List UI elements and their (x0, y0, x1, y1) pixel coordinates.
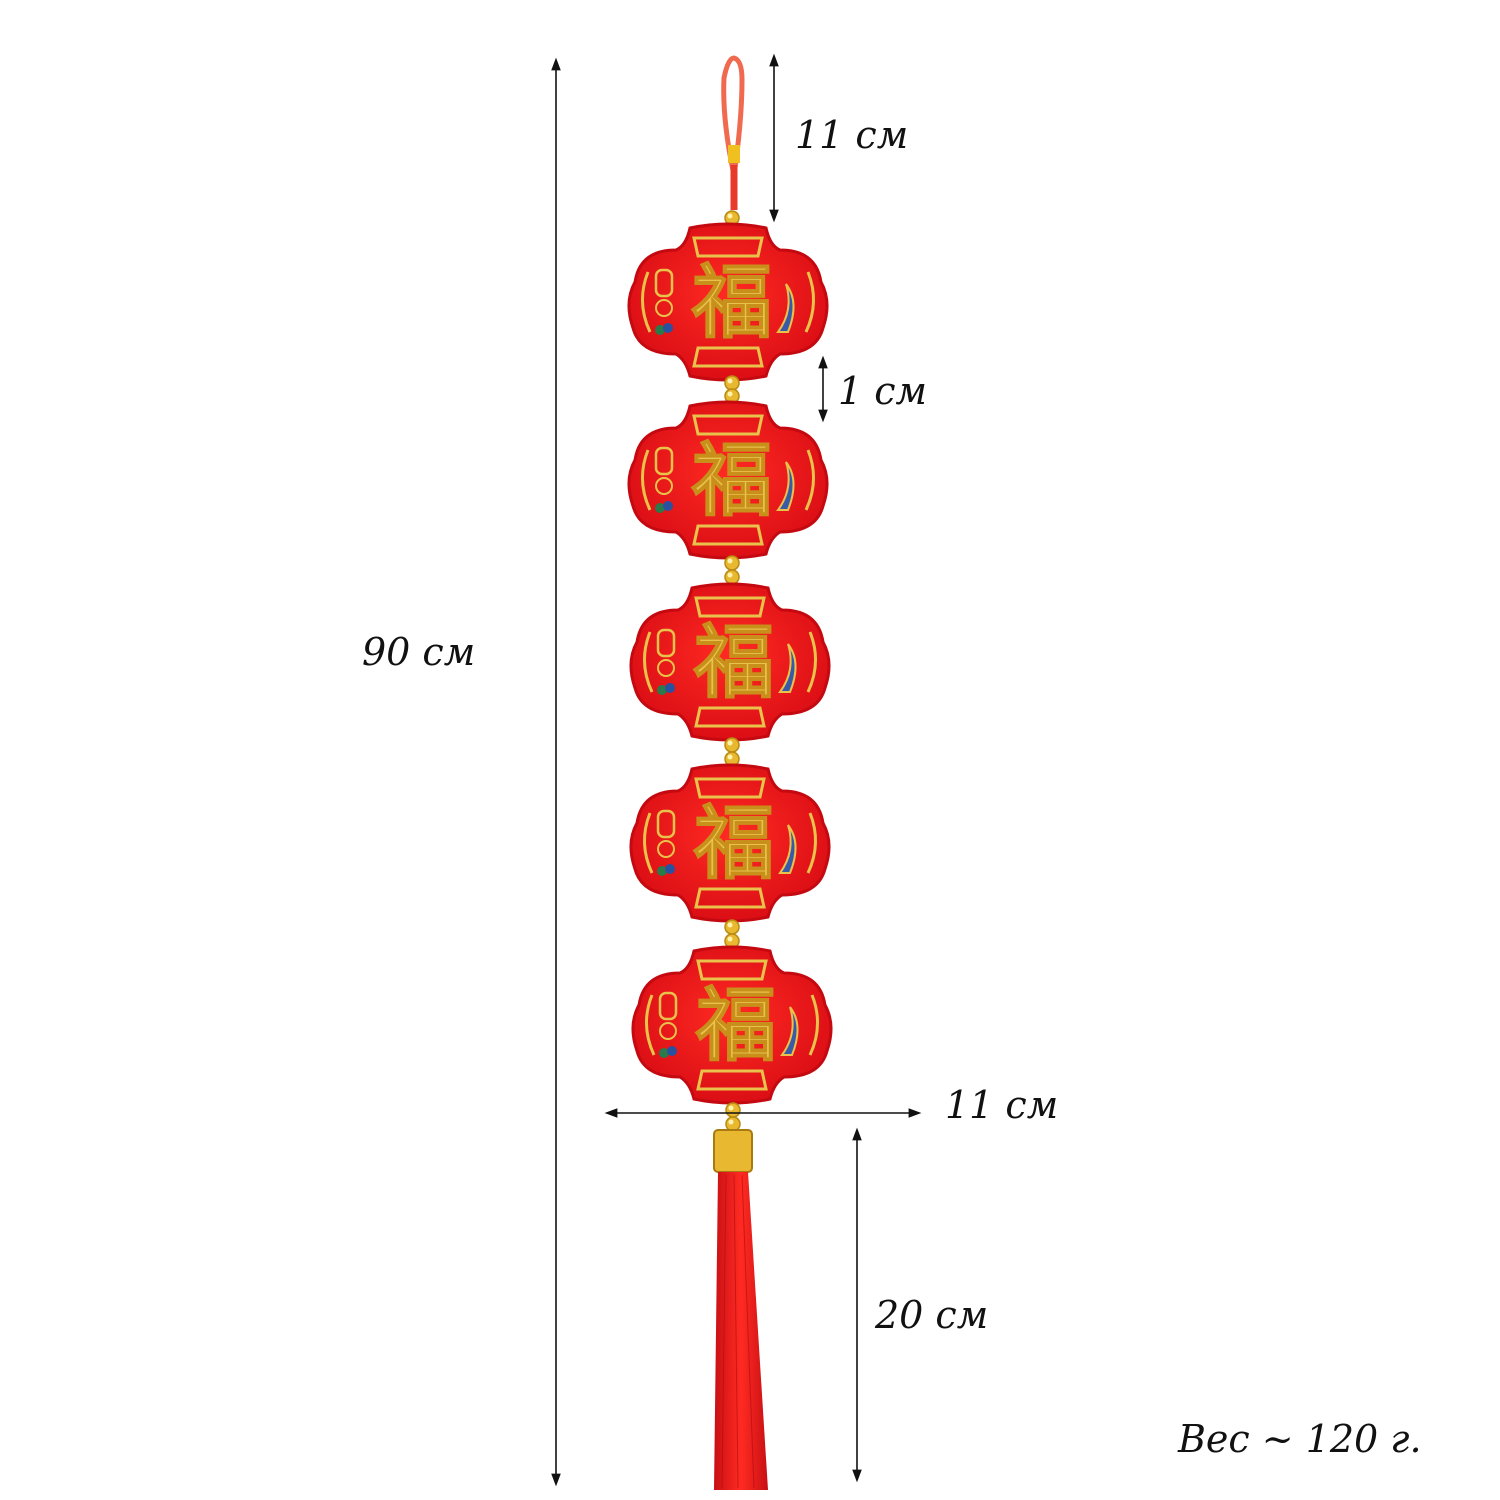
lantern-glyph: 福 (693, 796, 774, 890)
tassel-cap (713, 1129, 753, 1173)
lantern-glyph: 福 (691, 433, 772, 527)
loop-length-label: 11 см (795, 113, 909, 157)
gap-label: 1 см (838, 369, 928, 413)
tassel-length-label: 20 см (875, 1293, 989, 1337)
lantern-glyph: 福 (691, 255, 772, 349)
gold-clasp (728, 145, 740, 163)
weight-label: Вес ~ 120 г. (1178, 1417, 1422, 1461)
lantern-glyph: 福 (695, 978, 776, 1072)
tassel (714, 1172, 768, 1490)
total-length-label: 90 см (362, 630, 476, 674)
width-label: 11 см (945, 1083, 1059, 1127)
lantern-glyph: 福 (693, 615, 774, 709)
hanging-loop (721, 55, 745, 176)
